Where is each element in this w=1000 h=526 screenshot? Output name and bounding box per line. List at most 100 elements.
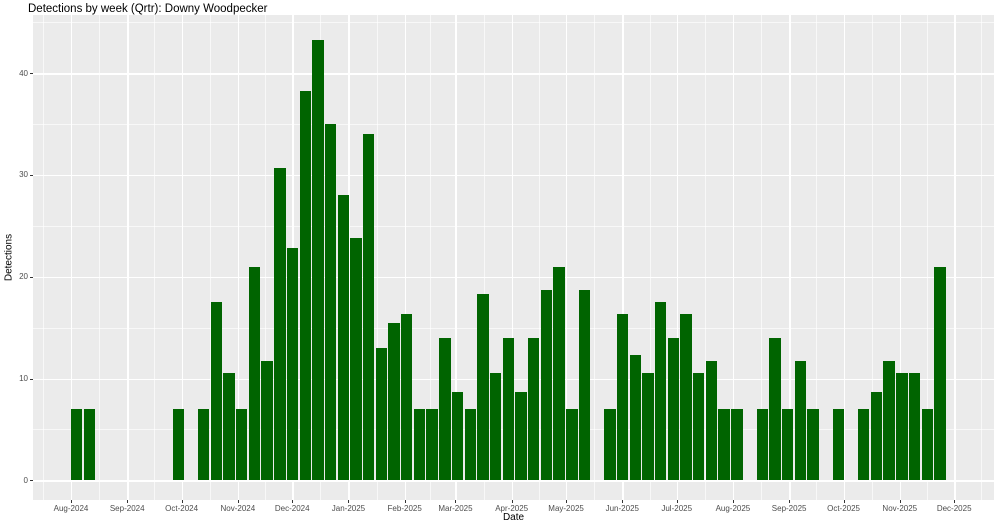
bar	[794, 361, 806, 481]
x-gridline-major	[566, 15, 568, 500]
bar	[781, 409, 794, 481]
x-tick-label: Jul-2025	[661, 504, 693, 513]
bar	[413, 409, 426, 481]
bar	[769, 337, 781, 481]
x-gridline-minor	[761, 15, 762, 500]
x-tick-mark	[843, 500, 845, 503]
x-tick-mark	[676, 500, 678, 503]
chart-title: Detections by week (Qrtr): Downy Woodpec…	[28, 3, 268, 15]
bar	[274, 167, 286, 481]
x-tick-label: Dec-2024	[274, 504, 310, 513]
x-tick-label: Mar-2025	[438, 504, 473, 513]
x-gridline-minor	[538, 15, 540, 500]
x-tick-label: May-2025	[548, 504, 584, 513]
x-tick-mark	[622, 500, 624, 503]
bar	[718, 409, 730, 481]
x-tick-mark	[127, 500, 129, 503]
bar	[642, 373, 654, 481]
bar	[629, 355, 641, 481]
y-axis-title: Detections	[3, 233, 15, 282]
bar	[921, 409, 933, 481]
x-tick-mark	[954, 500, 956, 503]
bar	[71, 409, 83, 481]
x-gridline-minor	[594, 15, 595, 500]
bar	[731, 409, 743, 481]
bar	[362, 134, 375, 481]
bar	[807, 409, 819, 481]
x-tick-label: Aug-2024	[53, 504, 89, 513]
bar	[934, 266, 946, 481]
x-tick-mark	[181, 500, 183, 503]
x-gridline-minor	[376, 15, 378, 500]
x-gridline-major	[843, 15, 845, 500]
bar	[553, 266, 565, 481]
bar	[261, 361, 273, 481]
x-gridline-minor	[704, 15, 706, 500]
bar	[286, 248, 299, 481]
bar	[83, 409, 96, 481]
x-tick-label: Jan-2025	[331, 504, 366, 513]
x-gridline-major	[789, 15, 791, 500]
bar	[896, 373, 908, 481]
bar	[667, 337, 680, 481]
x-tick-label: Sep-2024	[109, 504, 145, 513]
x-gridline-minor	[871, 15, 873, 500]
x-gridline-minor	[483, 15, 485, 500]
y-gridline-minor	[33, 225, 994, 227]
x-gridline-major	[127, 15, 129, 500]
bar	[324, 124, 337, 481]
x-gridline-minor	[430, 15, 431, 500]
bar	[439, 337, 451, 481]
x-gridline-minor	[154, 15, 156, 500]
bar	[883, 361, 895, 481]
x-gridline-minor	[99, 15, 100, 500]
x-gridline-minor	[926, 15, 928, 500]
x-gridline-major	[954, 15, 956, 500]
x-axis-title: Date	[502, 512, 525, 523]
bar	[540, 289, 553, 481]
y-gridline-major	[33, 276, 994, 279]
bar	[489, 373, 502, 481]
x-tick-label: Sep-2025	[771, 504, 807, 513]
bar	[350, 238, 362, 481]
x-tick-mark	[899, 500, 901, 503]
x-gridline-major	[622, 15, 624, 500]
y-tick-mark	[30, 480, 33, 482]
y-tick-mark	[30, 174, 33, 176]
bar	[680, 314, 692, 481]
x-tick-label: Feb-2025	[387, 504, 422, 513]
x-tick-mark	[404, 500, 406, 503]
x-gridline-minor	[981, 15, 983, 500]
x-gridline-major	[404, 15, 407, 500]
y-gridline-major	[33, 73, 994, 75]
x-gridline-minor	[265, 15, 266, 500]
x-gridline-minor	[209, 15, 211, 500]
x-tick-mark	[71, 500, 72, 503]
bar	[401, 314, 413, 481]
bar	[299, 90, 311, 481]
bar	[578, 289, 591, 481]
x-gridline-major	[676, 15, 679, 500]
y-gridline-major	[33, 174, 994, 177]
y-tick-label: 30	[19, 170, 28, 180]
x-tick-label: Dec-2025	[936, 504, 972, 513]
bar	[236, 409, 248, 481]
x-tick-mark	[789, 500, 791, 503]
bar	[197, 409, 210, 481]
x-tick-label: Apr-2025	[495, 504, 529, 513]
bar	[337, 195, 349, 481]
bar	[832, 409, 845, 481]
bar	[248, 266, 261, 481]
y-gridline-minor	[33, 22, 994, 24]
y-gridline-minor	[33, 124, 994, 125]
x-gridline-major	[71, 15, 73, 500]
x-tick-mark	[348, 500, 350, 503]
x-gridline-major	[348, 15, 350, 500]
bar	[515, 391, 527, 481]
x-gridline-major	[181, 15, 183, 500]
x-tick-mark	[566, 500, 568, 503]
x-gridline-major	[732, 15, 735, 500]
x-tick-label: Aug-2025	[715, 504, 751, 513]
y-tick-label: 10	[19, 374, 28, 384]
